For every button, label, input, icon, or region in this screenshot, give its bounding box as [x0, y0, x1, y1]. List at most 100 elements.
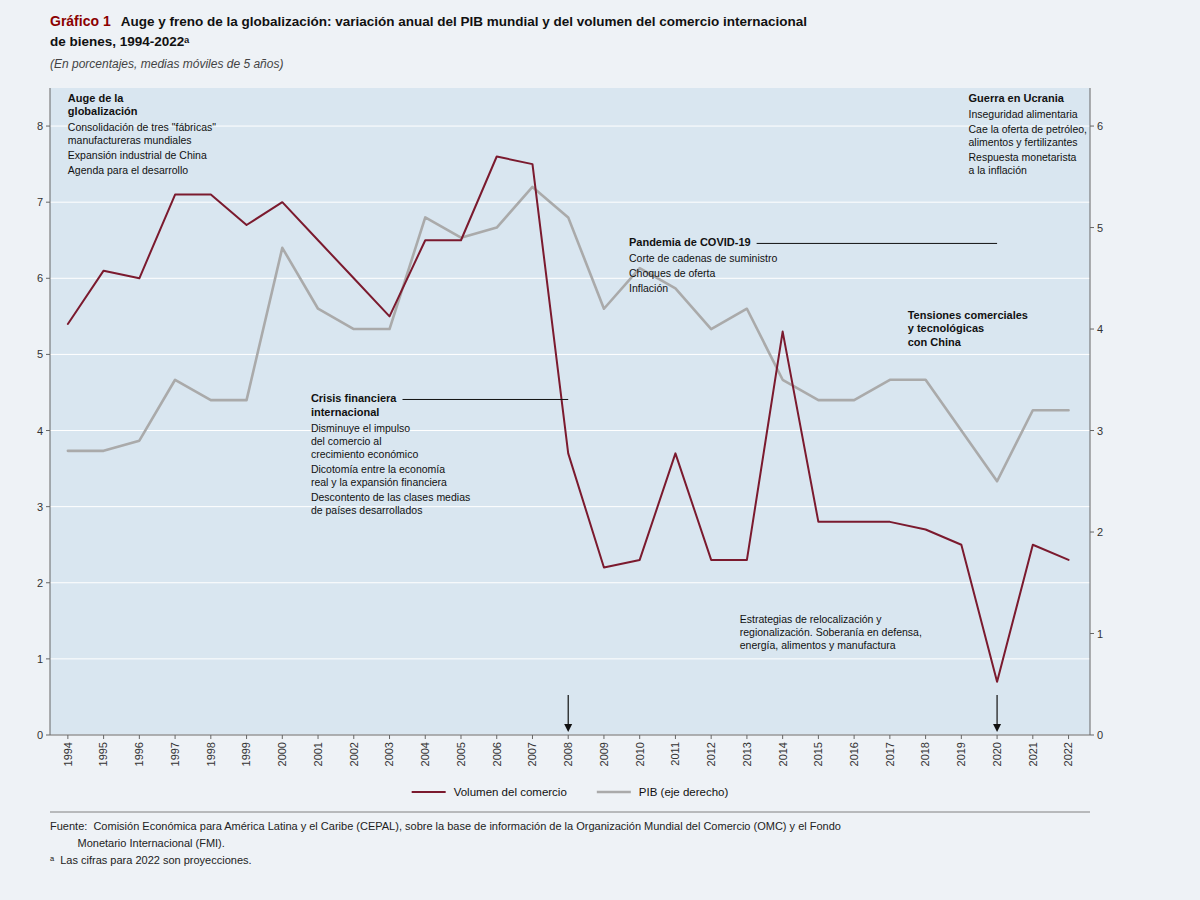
annotation-title: Pandemia de COVID-19 — [629, 236, 751, 248]
grid-line — [50, 582, 1090, 583]
x-tick — [210, 735, 211, 739]
x-tick-label: 2004 — [419, 742, 431, 766]
annotation-title-line: con China — [908, 336, 962, 348]
annotation-text-line: energía, alimentos y manufactura — [740, 639, 896, 651]
x-tick — [639, 735, 640, 739]
y2-tick-label: 4 — [1097, 323, 1103, 335]
annotation: Estrategias de relocalización yregionali… — [740, 613, 922, 651]
annotation-text-line: Cae la oferta de petróleo, — [968, 123, 1087, 135]
x-tick — [603, 735, 604, 739]
y-tick — [46, 582, 50, 583]
annotation-text-line: a la inflación — [968, 164, 1027, 176]
x-tick — [711, 735, 712, 739]
annotation-text-line: Dicotomía entre la economía — [311, 463, 445, 475]
annotation-text: Respuesta monetaristaa la inflación — [968, 151, 1076, 176]
x-tick — [1032, 735, 1033, 739]
annotation-text: Choques de oferta — [629, 267, 716, 279]
y2-tick-label: 3 — [1097, 425, 1103, 437]
x-tick-label: 2005 — [455, 742, 467, 766]
x-tick-label: 2014 — [776, 742, 788, 766]
legend-label: PIB (eje derecho) — [639, 786, 729, 798]
x-tick-label: 2007 — [526, 742, 538, 766]
x-tick — [782, 735, 783, 739]
x-tick — [353, 735, 354, 739]
legend: Volumen del comercio PIB (eje derecho) — [412, 786, 729, 798]
x-tick — [568, 735, 569, 739]
grid-line — [50, 658, 1090, 659]
plot-area — [50, 88, 1090, 735]
annotation-text-line: Estrategias de relocalización y — [740, 613, 883, 625]
x-tick — [532, 735, 533, 739]
y-tick — [46, 735, 50, 736]
x-tick — [460, 735, 461, 739]
annotation-text: Descontento de las clases mediasde paíse… — [311, 491, 470, 516]
grid-line — [50, 430, 1090, 431]
annotation-arrow-head — [993, 724, 1001, 732]
annotation-title-line: y tecnológicas — [908, 322, 984, 334]
annotation-text-line: Corte de cadenas de suministro — [629, 252, 777, 264]
annotation-text: Consolidación de tres "fábricas"manufact… — [68, 121, 216, 146]
x-tick — [961, 735, 962, 739]
annotation-text-line: del comercio al — [311, 435, 382, 447]
y-tick — [46, 354, 50, 355]
legend-label: Volumen del comercio — [454, 786, 567, 798]
x-tick-label: 2010 — [634, 742, 646, 766]
y2-tick-label: 2 — [1097, 526, 1103, 538]
y2-axis-line — [1090, 88, 1091, 735]
y-tick-label: 5 — [37, 348, 43, 360]
annotation-text: Corte de cadenas de suministro — [629, 252, 777, 264]
y2-tick-label: 0 — [1097, 729, 1103, 741]
y-tick-label: 4 — [37, 425, 43, 437]
x-tick-label: 2016 — [848, 742, 860, 766]
x-tick-label: 2015 — [812, 742, 824, 766]
x-tick — [103, 735, 104, 739]
x-tick — [246, 735, 247, 739]
y-tick — [46, 658, 50, 659]
y-tick-label: 3 — [37, 501, 43, 513]
axes: 0123456780123456199419951996199719981999… — [37, 88, 1103, 766]
annotation-title-line: internacional — [311, 406, 379, 418]
grid-line — [50, 506, 1090, 507]
x-tick — [389, 735, 390, 739]
annotation-text-line: Disminuye el impulso — [311, 422, 410, 434]
x-tick-label: 2003 — [383, 742, 395, 766]
y-tick — [46, 278, 50, 279]
series-line — [68, 187, 1069, 481]
y-tick-label: 7 — [37, 196, 43, 208]
annotation: Tensiones comercialesy tecnológicas con C… — [908, 309, 1028, 348]
annotation: Auge de laglobalizaciónConsolidación de … — [68, 92, 216, 177]
annotation-title-line: Tensiones comerciales — [908, 309, 1028, 321]
y-tick-label: 0 — [37, 729, 43, 741]
annotation-text: Cae la oferta de petróleo,alimentos y fe… — [968, 123, 1087, 148]
y-tick — [46, 202, 50, 203]
x-tick-label: 2021 — [1027, 742, 1039, 766]
x-tick — [854, 735, 855, 739]
x-tick — [67, 735, 68, 739]
annotation-title: Tensiones comercialesy tecnológicas con C… — [908, 309, 1028, 348]
footer-separator — [50, 812, 1090, 813]
chart: Gráfico 1Auge y freno de la globalizació… — [0, 0, 1200, 900]
y-tick-label: 6 — [37, 272, 43, 284]
legend-swatch — [597, 791, 631, 794]
annotation: Pandemia de COVID-19 Corte de cadenas de … — [629, 236, 777, 294]
x-tick-label: 1998 — [205, 742, 217, 766]
y2-tick — [1090, 633, 1094, 634]
y-tick — [46, 430, 50, 431]
x-tick — [1068, 735, 1069, 739]
title-line2: de bienes, 1994-2022ᵃ — [50, 34, 190, 49]
x-tick — [889, 735, 890, 739]
x-tick-label: 2011 — [669, 742, 681, 766]
annotation-text: Inflación — [629, 282, 668, 294]
title-label: Gráfico 1 — [50, 13, 111, 29]
annotation-text: Estrategias de relocalización yregionali… — [740, 613, 922, 651]
x-axis-line — [50, 735, 1090, 736]
annotation-connector — [757, 243, 997, 244]
annotation-text-line: Inflación — [629, 282, 668, 294]
y2-tick — [1090, 227, 1094, 228]
annotation-text-line: Expansión industrial de China — [68, 149, 207, 161]
y-tick-label: 8 — [37, 120, 43, 132]
x-tick — [746, 735, 747, 739]
grid-line — [50, 278, 1090, 279]
x-tick-label: 2012 — [705, 742, 717, 766]
y2-tick — [1090, 126, 1094, 127]
